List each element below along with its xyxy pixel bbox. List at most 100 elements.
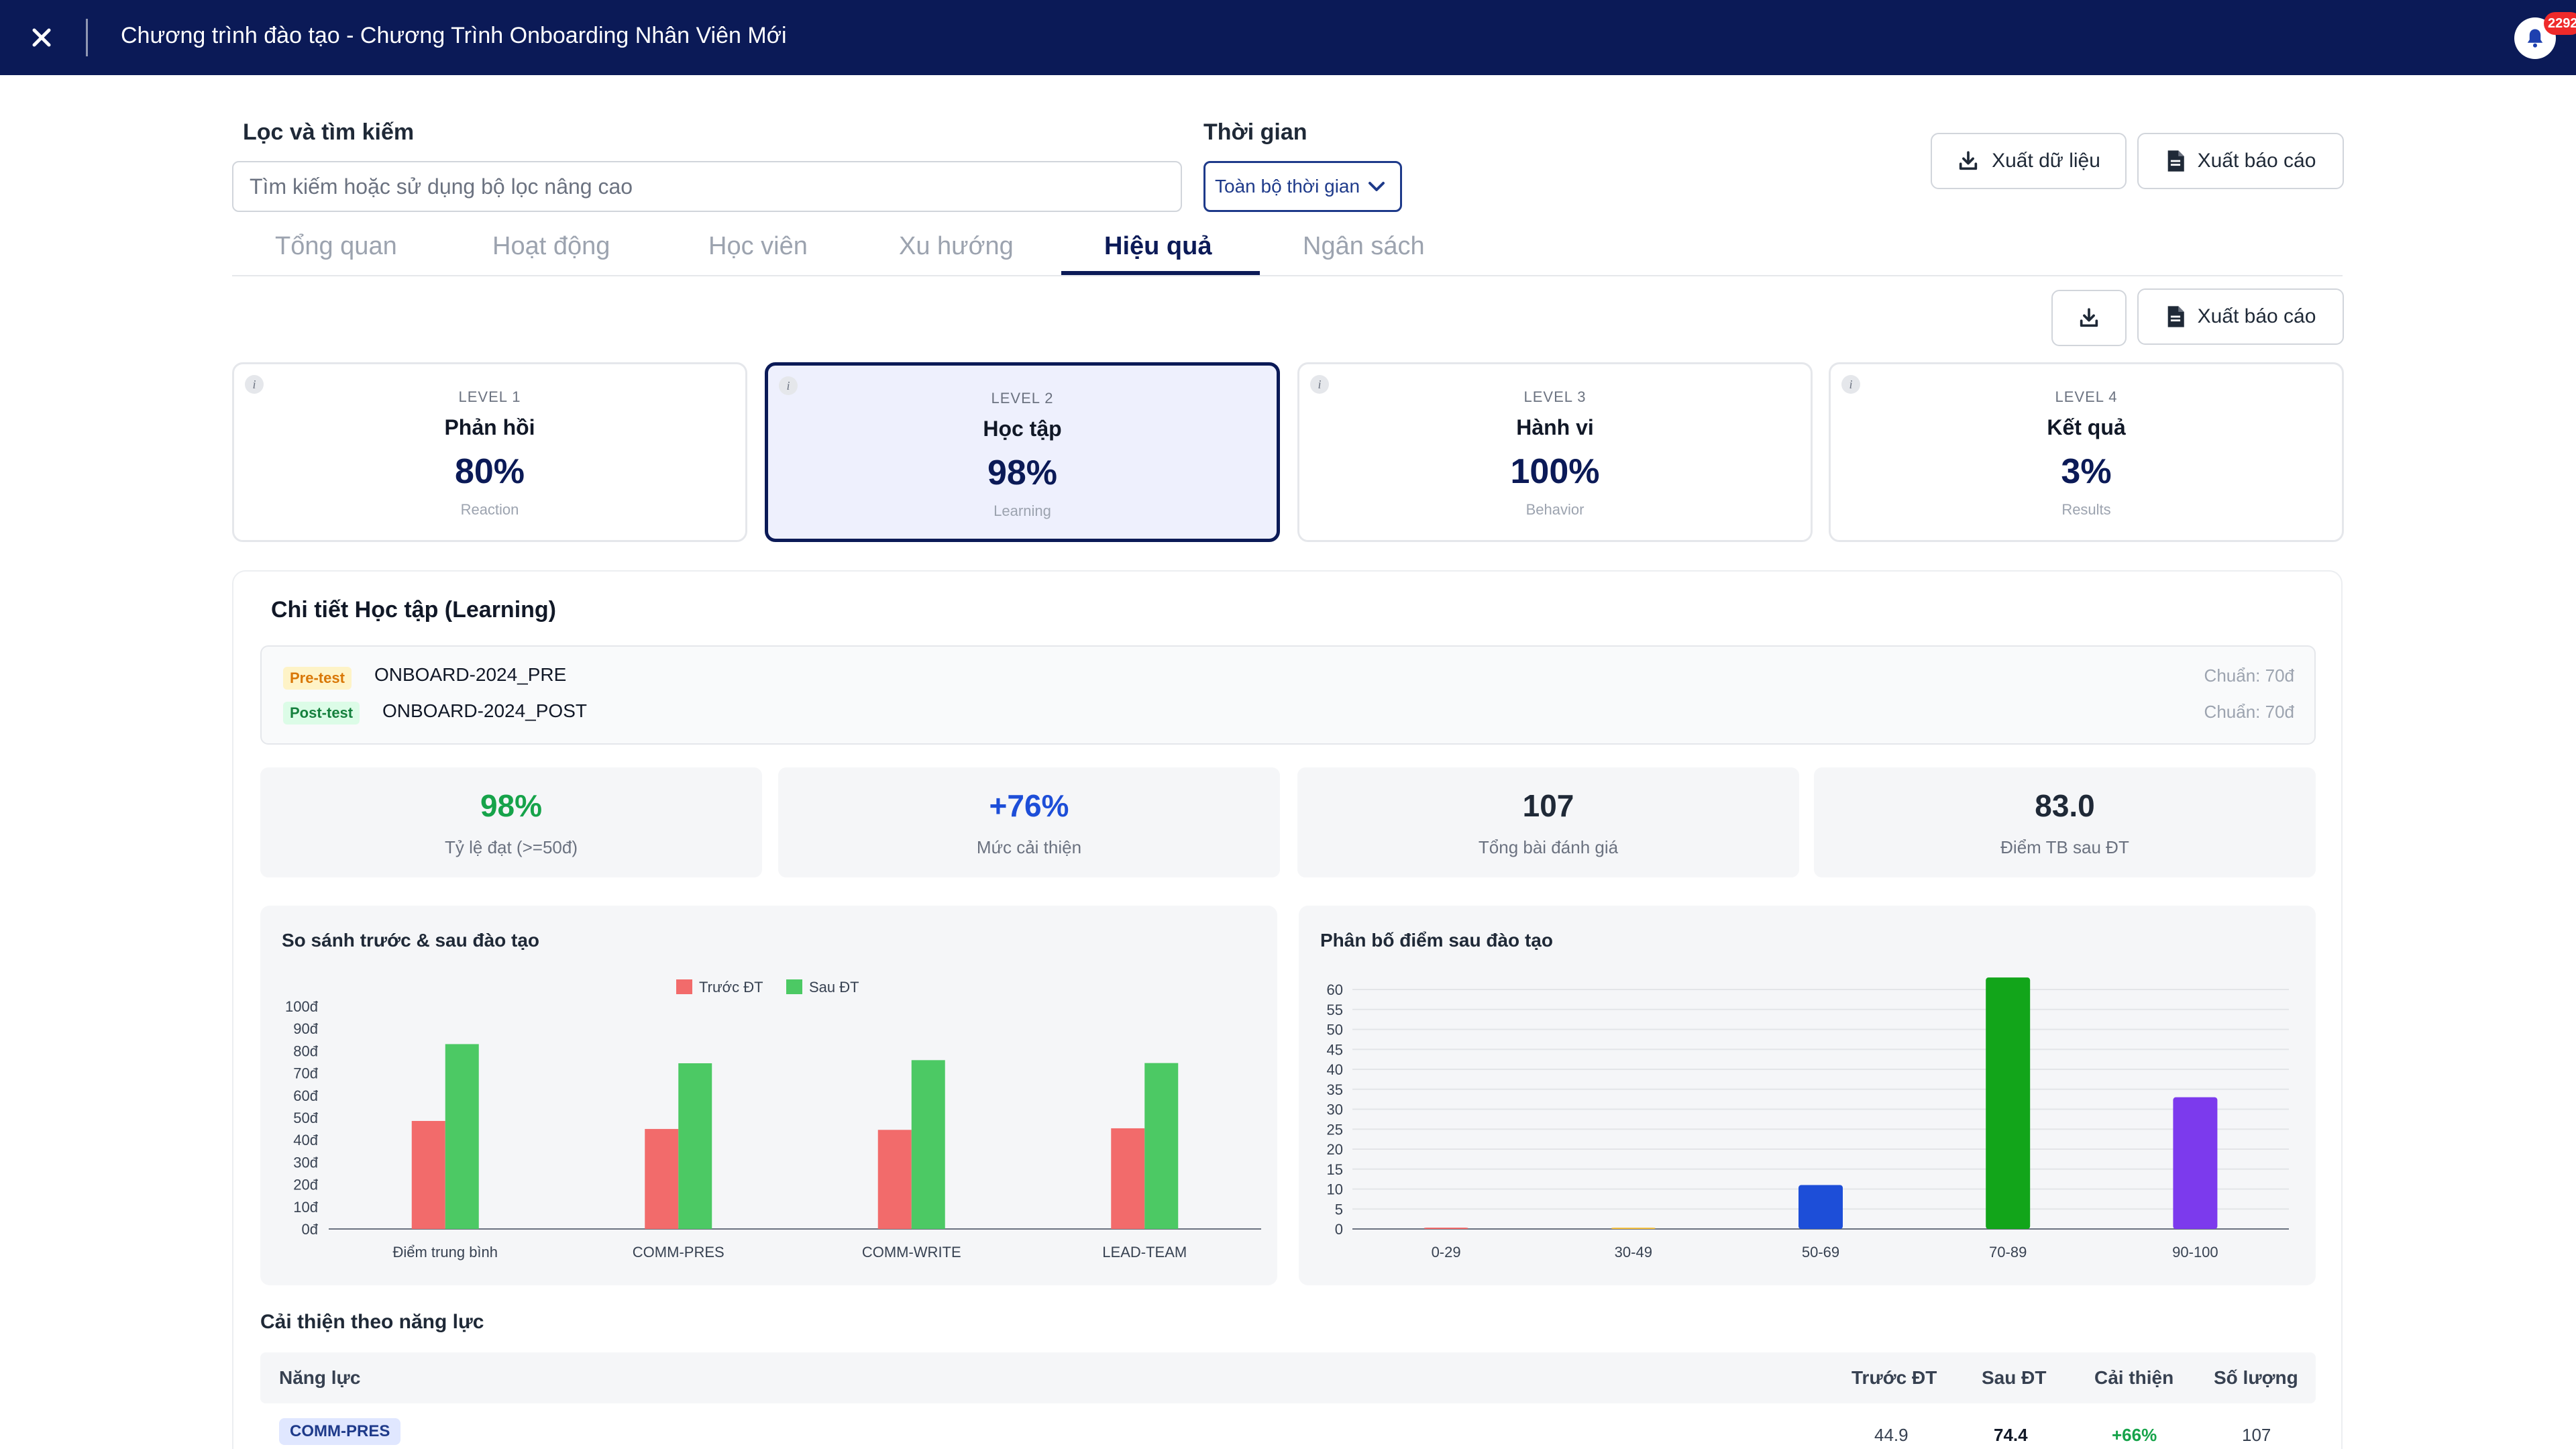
x-tick-label: COMM-PRES (633, 1244, 724, 1260)
time-label: Thời gian (1203, 119, 1307, 145)
tab-effectiveness[interactable]: Hiệu quả (1104, 232, 1212, 260)
stat-average-score: 83.0 Điểm TB sau ĐT (1814, 767, 2316, 877)
x-tick-label: 70-89 (1989, 1244, 2027, 1260)
y-tick-label: 70đ (293, 1065, 318, 1082)
column-header-competency[interactable]: Năng lực (279, 1367, 361, 1388)
competency-code-chip: COMM-PRES (279, 1418, 401, 1445)
y-tick-label: 100đ (285, 998, 319, 1015)
level-title: Kết quả (2047, 415, 2126, 439)
stat-total-assessments: 107 Tổng bài đánh giá (1297, 767, 1799, 877)
y-tick-label: 60 (1327, 981, 1343, 998)
export-report-button-secondary[interactable]: Xuất báo cáo (2137, 288, 2344, 345)
pre-test-code: ONBOARD-2024_PRE (374, 664, 567, 685)
competency-section-title: Cải thiện theo năng lực (260, 1311, 484, 1333)
page-title: Chương trình đào tạo - Chương Trình Onbo… (121, 23, 787, 48)
stat-label: Tổng bài đánh giá (1478, 837, 1619, 857)
y-tick-label: 25 (1327, 1121, 1343, 1138)
bar (911, 1060, 945, 1229)
document-icon (2167, 306, 2184, 327)
y-tick-label: 40đ (293, 1132, 318, 1148)
bar (411, 1120, 445, 1229)
info-icon[interactable]: i (779, 376, 798, 395)
export-report-button[interactable]: Xuất báo cáo (2137, 133, 2344, 189)
level-title: Hành vi (1516, 415, 1594, 439)
y-tick-label: 30 (1327, 1102, 1343, 1118)
x-tick-label: 50-69 (1802, 1244, 1839, 1260)
post-test-chip: Post-test (283, 702, 360, 724)
y-tick-label: 80đ (293, 1042, 318, 1059)
cell-improvement: +66% (2112, 1425, 2157, 1445)
distribution-bar-chart: 0 5 10 15 20 25 30 35 40 45 50 55 60 0-29 30-49 50-69 70… (1327, 977, 2289, 1260)
level-subtitle: Results (2061, 501, 2111, 518)
info-icon[interactable]: i (1310, 375, 1329, 394)
y-tick-label: 5 (1335, 1201, 1343, 1218)
chart-title: So sánh trước & sau đào tạo (282, 930, 540, 951)
column-header-count[interactable]: Số lượng (2214, 1367, 2298, 1388)
y-tick-label: 50 (1327, 1022, 1343, 1038)
y-tick-label: 40 (1327, 1061, 1343, 1078)
y-tick-label: 60đ (293, 1087, 318, 1104)
time-select-value: Toàn bộ thời gian (1215, 176, 1360, 197)
export-data-button[interactable]: Xuất dữ liệu (1931, 133, 2127, 189)
y-tick-label: 15 (1327, 1161, 1343, 1178)
stat-label: Mức cải thiện (976, 837, 1082, 857)
bar (1611, 1228, 1656, 1229)
detail-title: Chi tiết Học tập (Learning) (271, 597, 556, 623)
search-input[interactable] (232, 161, 1182, 212)
level-number: LEVEL 1 (458, 388, 521, 405)
x-tick-label: COMM-WRITE (862, 1244, 961, 1260)
column-header-after[interactable]: Sau ĐT (1982, 1367, 2047, 1388)
bar (1799, 1185, 1843, 1229)
tab-budget[interactable]: Ngân sách (1303, 232, 1425, 260)
tab-trends[interactable]: Xu hướng (899, 232, 1014, 260)
info-icon[interactable]: i (1841, 375, 1860, 394)
stat-value: 98% (480, 788, 543, 823)
comparison-chart-card: So sánh trước & sau đào tạo 0đ 10đ 20đ 30đ 4… (260, 906, 1277, 1285)
bar (1111, 1128, 1145, 1229)
bar (445, 1044, 479, 1229)
level-subtitle: Behavior (1525, 501, 1585, 518)
level-title: Phản hồi (444, 415, 535, 439)
y-tick-label: 20đ (293, 1177, 318, 1193)
bar (645, 1128, 679, 1229)
level-card-behavior[interactable]: i LEVEL 3 Hành vi 100% Behavior (1297, 362, 1813, 542)
close-icon (32, 28, 51, 47)
stat-label: Tỷ lệ đạt (>=50đ) (445, 837, 578, 857)
chevron-down-icon (1368, 182, 1385, 191)
level-card-results[interactable]: i LEVEL 4 Kết quả 3% Results (1829, 362, 2344, 542)
bar (2173, 1097, 2218, 1229)
x-tick-label: 90-100 (2172, 1244, 2218, 1260)
tab-learners[interactable]: Học viên (708, 232, 808, 260)
column-header-improvement[interactable]: Cải thiện (2094, 1367, 2174, 1388)
time-select[interactable]: Toàn bộ thời gian (1203, 161, 1402, 212)
close-button[interactable] (24, 20, 59, 55)
info-icon[interactable]: i (245, 375, 264, 394)
download-button[interactable] (2051, 290, 2127, 346)
y-tick-label: 45 (1327, 1041, 1343, 1058)
export-report-label: Xuất báo cáo (2197, 305, 2316, 327)
legend-label: Trước ĐT (699, 979, 763, 996)
x-tick-label: 0-29 (1432, 1244, 1461, 1260)
level-number: LEVEL 3 (1523, 388, 1587, 405)
level-number: LEVEL 4 (2055, 388, 2118, 405)
level-value: 98% (987, 453, 1058, 492)
bar (1424, 1228, 1468, 1229)
table-row[interactable]: COMM-PRES 44.9 74.4 +66% 107 (260, 1406, 2316, 1449)
tab-overview[interactable]: Tổng quan (275, 232, 397, 260)
chart-title: Phân bố điểm sau đào tạo (1320, 930, 1553, 951)
level-card-learning[interactable]: i LEVEL 2 Học tập 98% Learning (765, 362, 1280, 542)
pre-test-standard: Chuẩn: 70đ (2204, 665, 2294, 686)
level-value: 100% (1510, 452, 1600, 491)
column-header-before[interactable]: Trước ĐT (1851, 1367, 1937, 1388)
stat-pass-rate: 98% Tỷ lệ đạt (>=50đ) (260, 767, 762, 877)
download-icon (1959, 151, 1978, 170)
distribution-chart-card: Phân bố điểm sau đào tạo 0 5 10 15 20 25 30 35 4… (1299, 906, 2316, 1285)
legend-label: Sau ĐT (809, 979, 859, 996)
download-icon (2080, 308, 2098, 327)
y-tick-label: 20 (1327, 1141, 1343, 1158)
level-card-reaction[interactable]: i LEVEL 1 Phản hồi 80% Reaction (232, 362, 747, 542)
tab-activity[interactable]: Hoạt động (492, 232, 610, 260)
comparison-bar-chart: 0đ 10đ 20đ 30đ 40đ 50đ 60đ 70đ 80đ 90đ 100đ Trước Đ… (285, 979, 1261, 1260)
document-icon (2167, 150, 2184, 172)
level-number: LEVEL 2 (991, 390, 1054, 407)
